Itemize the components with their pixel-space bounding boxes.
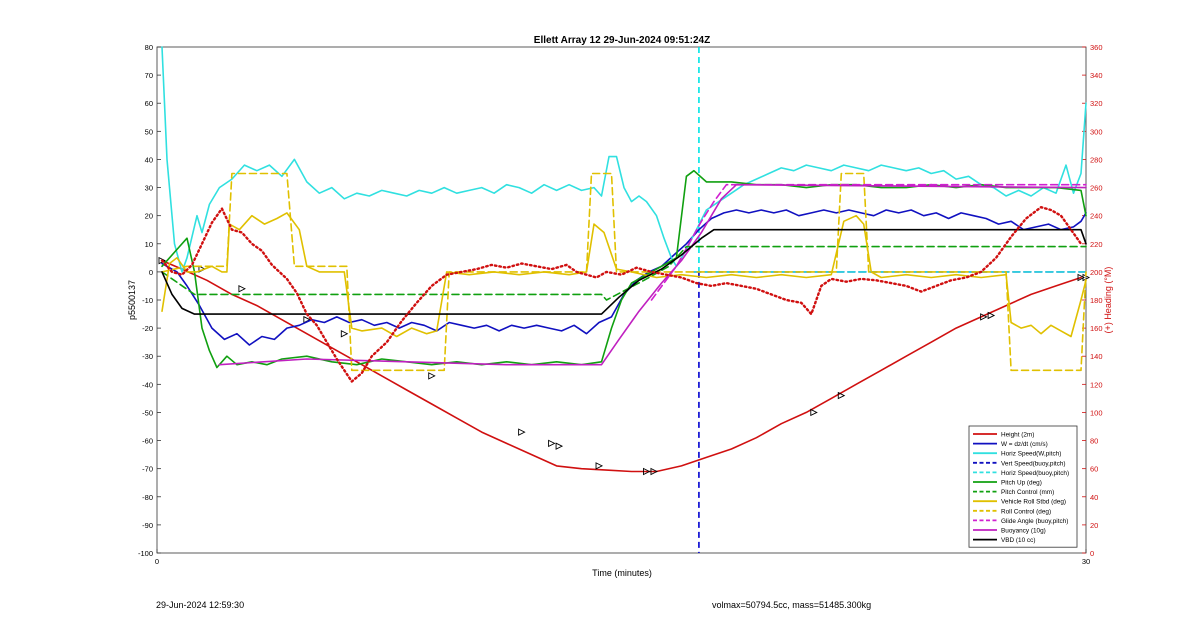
series-line-12 — [160, 206, 1083, 383]
y-right-tick-label: 340 — [1090, 71, 1103, 80]
legend-entry-label: Horiz Speed(W,pitch) — [1001, 451, 1061, 458]
series-line-9 — [650, 183, 1087, 301]
legend-entry-label: Vert Speed(buoy,pitch) — [1001, 460, 1066, 467]
legend-entry-label: Horiz Speed(buoy,pitch) — [1001, 470, 1069, 477]
series-line-10 — [218, 183, 1087, 366]
y-tick-label: -50 — [142, 408, 153, 417]
height-marker-point — [1077, 273, 1086, 282]
y-tick-label: 20 — [145, 212, 153, 221]
y-right-tick-label: 140 — [1090, 352, 1103, 361]
y-right-tick-label: 360 — [1090, 43, 1103, 52]
y-tick-label: -30 — [142, 352, 153, 361]
series-line-0 — [161, 259, 1082, 473]
y-tick-label: 50 — [145, 127, 153, 136]
x-axis-label: Time (minutes) — [592, 568, 652, 578]
y-right-tick-label: 200 — [1090, 268, 1103, 277]
legend: Height (2m) W = dz/dt (cm/s) Horiz Speed(W… — [968, 425, 1078, 548]
y-tick-label: 80 — [145, 43, 153, 52]
y-axis-right-label: (+) Heading (°M) — [1103, 267, 1113, 334]
chart-title: Ellett Array 12 29-Jun-2024 09:51:24Z — [534, 35, 710, 46]
height-marker-point — [643, 467, 651, 476]
height-marker-point — [238, 285, 246, 293]
height-marker-point — [650, 467, 658, 476]
height-marker-point — [595, 462, 604, 470]
y-right-tick-label: 60 — [1090, 465, 1098, 474]
y-right-tick-label: 180 — [1090, 296, 1103, 305]
x-tick-label: 30 — [1082, 557, 1090, 566]
y-right-tick-label: 80 — [1090, 437, 1098, 446]
legend-entry-label: Height (2m) — [1001, 432, 1034, 439]
y-tick-label: 70 — [145, 71, 153, 80]
y-right-tick-label: 260 — [1090, 184, 1103, 193]
y-tick-label: 0 — [149, 268, 153, 277]
legend-box — [968, 425, 1078, 548]
y-right-tick-label: 100 — [1090, 408, 1103, 417]
series-line-11 — [161, 228, 1087, 315]
legend-entry-label: Roll Control (deg) — [1001, 508, 1051, 515]
legend-entry-label: Pitch Control (mm) — [1001, 489, 1054, 496]
height-marker-point — [340, 330, 349, 338]
height-marker-point — [837, 391, 846, 400]
y-tick-label: 10 — [145, 240, 153, 249]
legend-entry-label: W = dz/dt (cm/s) — [1001, 441, 1048, 448]
legend-entry-label: Pitch Up (deg) — [1001, 480, 1042, 487]
y-axis-label: p5500137 — [127, 280, 137, 320]
height-marker-point — [555, 442, 564, 450]
legend-entry-label: VBD (10 cc) — [1001, 537, 1035, 544]
y-tick-label: -10 — [142, 296, 153, 305]
height-marker-point — [518, 428, 526, 436]
y-right-tick-label: 20 — [1090, 521, 1098, 530]
height-marker-point — [810, 408, 818, 417]
y-right-tick-label: 160 — [1090, 324, 1103, 333]
y-right-tick-label: 240 — [1090, 212, 1103, 221]
y-tick-label: -100 — [138, 549, 153, 558]
series-line-2 — [161, 46, 1087, 273]
legend-entry-label: Vehicle Roll Stbd (deg) — [1001, 499, 1066, 506]
y-tick-label: -40 — [142, 380, 153, 389]
y-tick-label: -70 — [142, 465, 153, 474]
footer-timestamp: 29-Jun-2024 12:59:30 — [156, 600, 245, 610]
y-tick-label: 30 — [145, 184, 153, 193]
x-tick-label: 0 — [155, 557, 159, 566]
height-marker-point — [987, 311, 996, 320]
y-right-tick-label: 0 — [1090, 549, 1094, 558]
y-right-tick-label: 280 — [1090, 155, 1103, 164]
height-marker-point — [980, 313, 988, 321]
y-tick-label: -20 — [142, 324, 153, 333]
y-right-tick-label: 320 — [1090, 99, 1103, 108]
y-tick-label: 60 — [145, 99, 153, 108]
y-tick-label: -90 — [142, 521, 153, 530]
y-right-tick-label: 40 — [1090, 493, 1098, 502]
footer-mass-info: volmax=50794.5cc, mass=51485.300kg — [712, 600, 872, 610]
y-right-tick-label: 220 — [1090, 240, 1103, 249]
y-right-tick-label: 300 — [1090, 127, 1103, 136]
height-marker-point — [428, 372, 436, 380]
series-line-5 — [161, 169, 1087, 369]
y-tick-label: 40 — [145, 155, 153, 164]
y-tick-label: -60 — [142, 437, 153, 446]
legend-entry-label: Buoyancy (10g) — [1001, 528, 1046, 535]
height-marker-point — [548, 439, 556, 448]
legend-entry-label: Glide Angle (buoy,pitch) — [1001, 518, 1068, 525]
series-line-6 — [161, 245, 1087, 301]
plot-area: 80706050403020100-10-20-30-40-50-60-70-8… — [138, 43, 1103, 566]
y-right-tick-label: 120 — [1090, 380, 1103, 389]
series-line-8 — [161, 172, 1087, 372]
y-tick-label: -80 — [142, 493, 153, 502]
